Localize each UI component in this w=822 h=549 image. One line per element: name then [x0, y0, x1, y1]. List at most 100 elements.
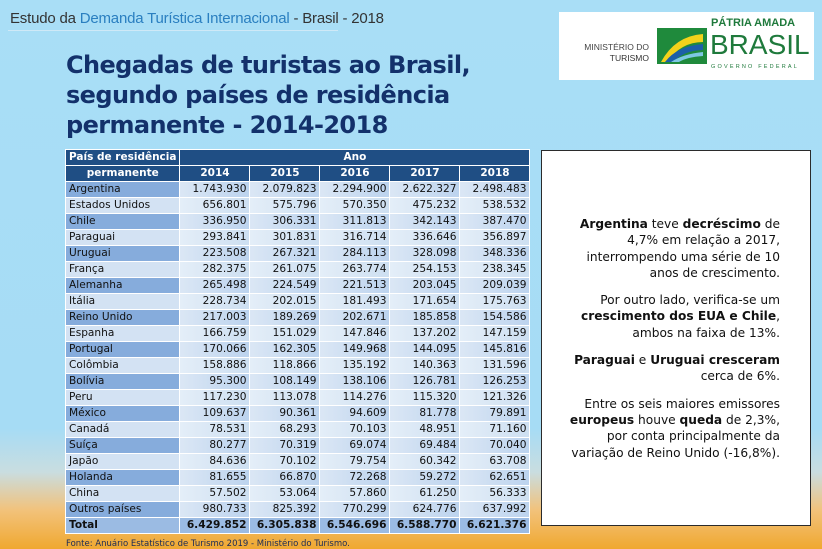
value-cell: 2.294.900	[320, 182, 390, 197]
table-row: Bolívia 95.300 108.149 138.106 126.781 126.25…	[66, 374, 530, 389]
table-row: México 109.637 90.361 94.609 81.778 79.891	[66, 406, 530, 421]
value-cell: 263.774	[320, 262, 390, 277]
value-cell: 656.801	[180, 198, 250, 213]
header-suffix: - Brasil - 2018	[289, 10, 384, 27]
value-cell: 81.778	[390, 406, 460, 421]
year-header: 2014	[180, 166, 250, 181]
value-cell: 63.708	[460, 454, 530, 469]
value-cell: 223.508	[180, 246, 250, 261]
page-title: Chegadas de turistas ao Brasil, segundo …	[66, 50, 471, 140]
value-cell: 387.470	[460, 214, 530, 229]
value-cell: 56.333	[460, 486, 530, 501]
table-row: China 57.502 53.064 57.860 61.250 56.333	[66, 486, 530, 501]
value-cell: 6.588.770	[390, 518, 460, 533]
commentary-segment: cerca de 6%.	[700, 369, 780, 384]
year-header: 2015	[250, 166, 320, 181]
value-cell: 138.106	[320, 374, 390, 389]
value-cell: 70.103	[320, 422, 390, 437]
value-cell: 70.102	[250, 454, 320, 469]
country-cell: Colômbia	[66, 358, 180, 373]
value-cell: 114.276	[320, 390, 390, 405]
value-cell: 126.781	[390, 374, 460, 389]
highlight-text: europeus	[569, 412, 635, 427]
value-cell: 154.586	[460, 310, 530, 325]
value-cell: 72.268	[320, 470, 390, 485]
value-cell: 117.230	[180, 390, 250, 405]
value-cell: 209.039	[460, 278, 530, 293]
value-cell: 624.776	[390, 502, 460, 517]
value-cell: 228.734	[180, 294, 250, 309]
value-cell: 267.321	[250, 246, 320, 261]
value-cell: 140.363	[390, 358, 460, 373]
country-cell: Uruguai	[66, 246, 180, 261]
commentary-segment: e	[634, 353, 651, 368]
country-cell: Espanha	[66, 326, 180, 341]
value-cell: 81.655	[180, 470, 250, 485]
year-group-header: Ano	[180, 150, 530, 165]
highlight-text: crescimento dos EUA e Chile	[581, 309, 777, 324]
header-divider	[8, 30, 338, 31]
value-cell: 570.350	[320, 198, 390, 213]
value-cell: 145.816	[460, 342, 530, 357]
value-cell: 151.029	[250, 326, 320, 341]
commentary-segment: de 2,3%, por conta principalmente da var…	[571, 412, 780, 460]
country-cell: Alemanha	[66, 278, 180, 293]
value-cell: 48.951	[390, 422, 460, 437]
table-row: Suíça 80.277 70.319 69.074 69.484 70.040	[66, 438, 530, 453]
table-row: Outros países 980.733 825.392 770.299 624.77…	[66, 502, 530, 517]
value-cell: 79.754	[320, 454, 390, 469]
slogan-top: PÁTRIA AMADA	[711, 17, 796, 29]
value-cell: 61.250	[390, 486, 460, 501]
value-cell: 60.342	[390, 454, 460, 469]
value-cell: 137.202	[390, 326, 460, 341]
commentary-segment: , ambos na faixa de 13%.	[632, 309, 780, 340]
title-line: Chegadas de turistas ao Brasil,	[66, 51, 471, 79]
source-note: Fonte: Anuário Estatístico de Turismo 20…	[66, 539, 350, 549]
value-cell: 217.003	[180, 310, 250, 325]
country-cell: Argentina	[66, 182, 180, 197]
ministry-line: MINISTÉRIO DO	[584, 42, 649, 52]
value-cell: 121.326	[460, 390, 530, 405]
commentary-segment: de 4,7% em relação a 2017, interrompendo…	[586, 217, 780, 280]
value-cell: 70.040	[460, 438, 530, 453]
value-cell: 284.113	[320, 246, 390, 261]
value-cell: 261.075	[250, 262, 320, 277]
value-cell: 336.950	[180, 214, 250, 229]
commentary-segment: Entre os seis maiores emissores	[584, 396, 780, 411]
value-cell: 181.493	[320, 294, 390, 309]
commentary-paragraph: Por outro lado, verifica-se um crescimen…	[558, 292, 780, 341]
table-row: Canadá 78.531 68.293 70.103 48.951 71.160	[66, 422, 530, 437]
value-cell: 135.192	[320, 358, 390, 373]
value-cell: 265.498	[180, 278, 250, 293]
ministry-line: TURISMO	[609, 53, 649, 63]
country-cell: Estados Unidos	[66, 198, 180, 213]
value-cell: 90.361	[250, 406, 320, 421]
country-cell: Japão	[66, 454, 180, 469]
value-cell: 66.870	[250, 470, 320, 485]
presentation-header: Estudo da Demanda Turística Internaciona…	[10, 10, 384, 28]
ministry-label: MINISTÉRIO DO TURISMO	[565, 42, 649, 64]
country-cell: Paraguai	[66, 230, 180, 245]
highlight-text: Uruguai cresceram	[650, 353, 780, 368]
value-cell: 68.293	[250, 422, 320, 437]
value-cell: 147.846	[320, 326, 390, 341]
country-cell: Outros países	[66, 502, 180, 517]
value-cell: 328.098	[390, 246, 460, 261]
title-line: permanente - 2014-2018	[66, 111, 388, 139]
commentary-paragraph: Entre os seis maiores emissores europeus…	[558, 396, 780, 461]
commentary-segment: teve	[647, 217, 683, 231]
value-cell: 185.858	[390, 310, 460, 325]
table-row: Reino Unido 217.003 189.269 202.671 185.858 1…	[66, 310, 530, 325]
highlight-text: Paraguai	[574, 353, 635, 368]
value-cell: 162.305	[250, 342, 320, 357]
value-cell: 306.331	[250, 214, 320, 229]
country-cell: Suíça	[66, 438, 180, 453]
commentary-box: Argentina teve decréscimo de 4,7% em rel…	[541, 150, 811, 526]
value-cell: 2.079.823	[250, 182, 320, 197]
value-cell: 203.045	[390, 278, 460, 293]
value-cell: 94.609	[320, 406, 390, 421]
value-cell: 356.897	[460, 230, 530, 245]
total-row: Total 6.429.852 6.305.838 6.546.696 6.588.77…	[66, 518, 530, 533]
value-cell: 2.498.483	[460, 182, 530, 197]
value-cell: 282.375	[180, 262, 250, 277]
